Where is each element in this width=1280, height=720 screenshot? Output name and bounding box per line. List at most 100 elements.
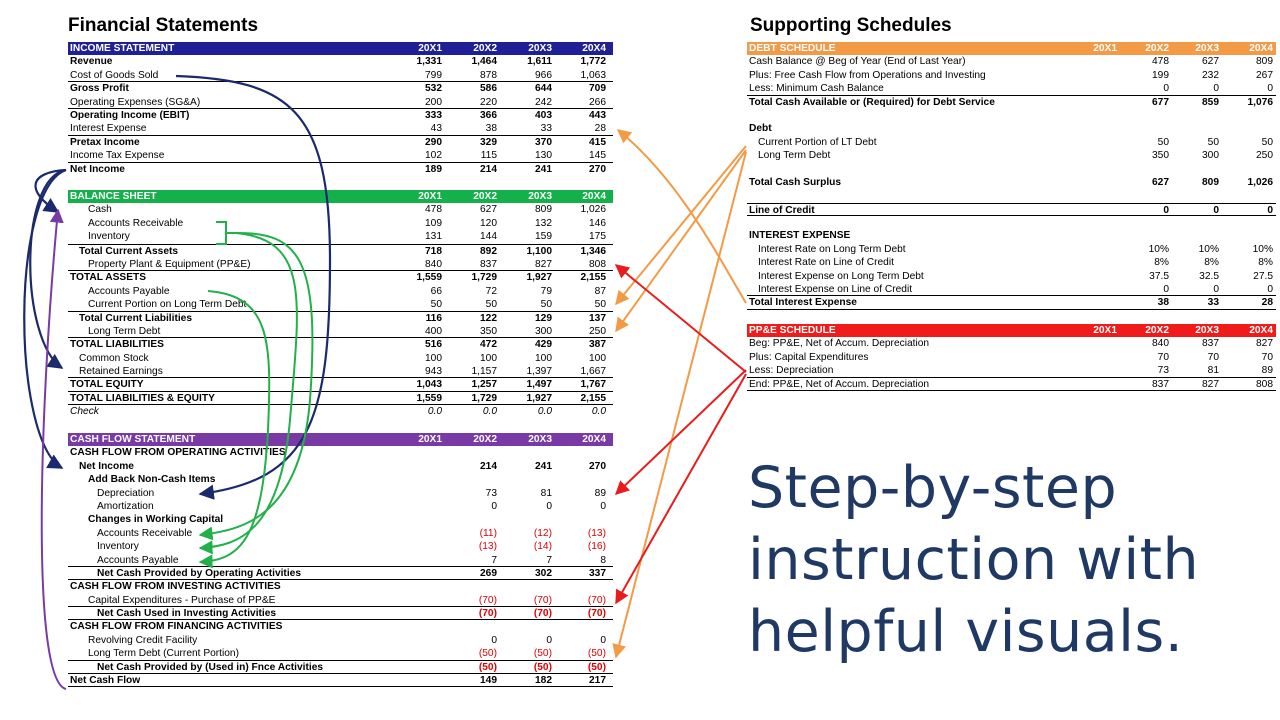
table-row: Net Cash Used in Investing Activities (70… bbox=[68, 607, 613, 621]
table-row: Pretax Income 290 329 370 415 bbox=[68, 136, 613, 149]
row-value: 50 bbox=[1157, 136, 1169, 148]
row-value: 516 bbox=[425, 339, 442, 351]
row-value: 966 bbox=[535, 69, 552, 81]
row-value: 217 bbox=[589, 675, 606, 687]
row-value: 644 bbox=[535, 83, 552, 95]
row-value: (50) bbox=[533, 648, 552, 660]
row-value: 1,043 bbox=[416, 379, 443, 391]
row-label: Depreciation bbox=[97, 487, 155, 499]
row-value: 0.0 bbox=[482, 406, 497, 418]
row-value: 8% bbox=[1204, 257, 1219, 269]
table-row: Interest Expense 43 38 33 28 bbox=[68, 122, 613, 136]
row-value: 214 bbox=[480, 163, 497, 175]
row-value: 350 bbox=[480, 325, 497, 337]
row-value: 8% bbox=[1258, 257, 1273, 269]
row-value: 300 bbox=[535, 325, 552, 337]
header-label: PP&E SCHEDULE bbox=[749, 325, 836, 336]
table-row: Total Cash Surplus 627 809 1,026 bbox=[747, 176, 1276, 189]
row-value: 0 bbox=[546, 634, 552, 646]
row-label: Total Current Liabilities bbox=[79, 312, 193, 324]
row-value: 1,397 bbox=[526, 366, 553, 378]
table-row: Less: Minimum Cash Balance 0 0 0 bbox=[747, 82, 1276, 96]
row-label: TOTAL EQUITY bbox=[70, 379, 144, 391]
table-row: Income Tax Expense 102 115 130 145 bbox=[68, 149, 613, 163]
row-value: 300 bbox=[1202, 150, 1219, 162]
row-value: 50 bbox=[540, 299, 552, 311]
row-value: 0.0 bbox=[537, 406, 552, 418]
row-value: 0 bbox=[1267, 83, 1273, 95]
row-label: Line of Credit bbox=[749, 204, 815, 216]
table-row bbox=[747, 189, 1276, 202]
row-value: 0 bbox=[600, 634, 606, 646]
row-value: 1,464 bbox=[471, 56, 498, 68]
row-label: Net Cash Provided by (Used in) Fnce Acti… bbox=[97, 661, 324, 673]
table-row: Depreciation 73 81 89 bbox=[68, 487, 613, 500]
arrow-ni-to-cash bbox=[34, 168, 67, 213]
row-value: 809 bbox=[535, 204, 552, 216]
row-value: 100 bbox=[425, 352, 442, 364]
row-value: 840 bbox=[425, 258, 442, 270]
row-value: 0 bbox=[1163, 284, 1169, 296]
table-row: Interest Rate on Long Term Debt 10% 10% 10% bbox=[747, 243, 1276, 256]
row-value: 2,155 bbox=[580, 272, 607, 284]
row-label: Cash bbox=[88, 204, 112, 216]
row-value: 0.0 bbox=[591, 406, 606, 418]
row-value: 302 bbox=[535, 567, 552, 579]
balance-sheet-header: BALANCE SHEET 20X1 20X2 20X3 20X4 bbox=[68, 190, 613, 204]
table-row: Line of Credit 0 0 0 bbox=[747, 202, 1276, 217]
table-row: Inventory 131 144 159 175 bbox=[68, 230, 613, 243]
header-col: 20X1 bbox=[1093, 43, 1117, 54]
arrow-ppe-end-to-bs bbox=[614, 264, 747, 373]
row-value: (11) bbox=[479, 527, 497, 539]
table-row: Net Income 189 214 241 270 bbox=[68, 163, 613, 176]
row-value: 89 bbox=[594, 487, 606, 499]
row-value: 72 bbox=[485, 285, 497, 297]
table-row: Net Income 214 241 270 bbox=[68, 460, 613, 473]
row-value: 73 bbox=[1157, 365, 1169, 377]
row-label: Long Term Debt bbox=[758, 150, 831, 162]
row-value: (70) bbox=[533, 608, 552, 620]
table-row: CASH FLOW FROM OPERATING ACTIVITIES bbox=[68, 446, 613, 459]
header-col: 20X4 bbox=[582, 434, 606, 445]
row-value: 0 bbox=[1213, 204, 1219, 216]
row-label: End: PP&E, Net of Accum. Depreciation bbox=[749, 378, 930, 390]
row-value: 270 bbox=[589, 460, 606, 472]
header-col: 20X4 bbox=[1249, 43, 1273, 54]
row-value: 1,729 bbox=[471, 392, 498, 404]
cash-flow-statement-table: CASH FLOW STATEMENT 20X1 20X2 20X3 20X4 CASH … bbox=[68, 433, 613, 688]
header-col: 20X4 bbox=[582, 43, 606, 54]
row-value: 478 bbox=[1152, 56, 1169, 68]
row-value: 28 bbox=[1261, 297, 1273, 309]
row-value: 43 bbox=[430, 123, 442, 135]
row-value: (70) bbox=[478, 608, 497, 620]
row-value: 28 bbox=[594, 123, 606, 135]
row-value: 89 bbox=[1261, 365, 1273, 377]
row-value: 87 bbox=[594, 285, 606, 297]
row-value: 38 bbox=[1157, 297, 1169, 309]
row-value: 329 bbox=[480, 136, 497, 148]
table-row: Add Back Non-Cash Items bbox=[68, 473, 613, 486]
row-label: Net Income bbox=[79, 460, 134, 472]
row-value: 1,927 bbox=[526, 272, 553, 284]
row-value: 0 bbox=[546, 500, 552, 512]
table-row: Cost of Goods Sold 799 878 966 1,063 bbox=[68, 69, 613, 83]
balance-sheet-table: BALANCE SHEET 20X1 20X2 20X3 20X4 Cash 478 627 8… bbox=[68, 190, 613, 419]
row-label: Current Portion of LT Debt bbox=[758, 136, 877, 148]
arrow-curr-debt-to-cf bbox=[612, 151, 747, 659]
row-label: Less: Depreciation bbox=[749, 365, 834, 377]
row-value: 943 bbox=[425, 366, 442, 378]
row-value: 350 bbox=[1152, 150, 1169, 162]
row-value: (50) bbox=[587, 648, 606, 660]
table-row: Net Cash Provided by Operating Activitie… bbox=[68, 567, 613, 581]
table-row: Net Cash Provided by (Used in) Fnce Acti… bbox=[68, 661, 613, 675]
row-label: Net Cash Used in Investing Activities bbox=[97, 608, 277, 620]
row-value: (70) bbox=[533, 594, 552, 606]
header-col: 20X2 bbox=[473, 191, 497, 202]
row-value: 130 bbox=[535, 150, 552, 162]
financial-statements-title: Financial Statements bbox=[68, 15, 259, 36]
row-label: Accounts Receivable bbox=[88, 217, 184, 229]
row-value: (13) bbox=[587, 527, 606, 539]
row-value: 50 bbox=[485, 299, 497, 311]
row-label: CASH FLOW FROM FINANCING ACTIVITIES bbox=[70, 621, 283, 633]
row-value: 799 bbox=[425, 69, 442, 81]
